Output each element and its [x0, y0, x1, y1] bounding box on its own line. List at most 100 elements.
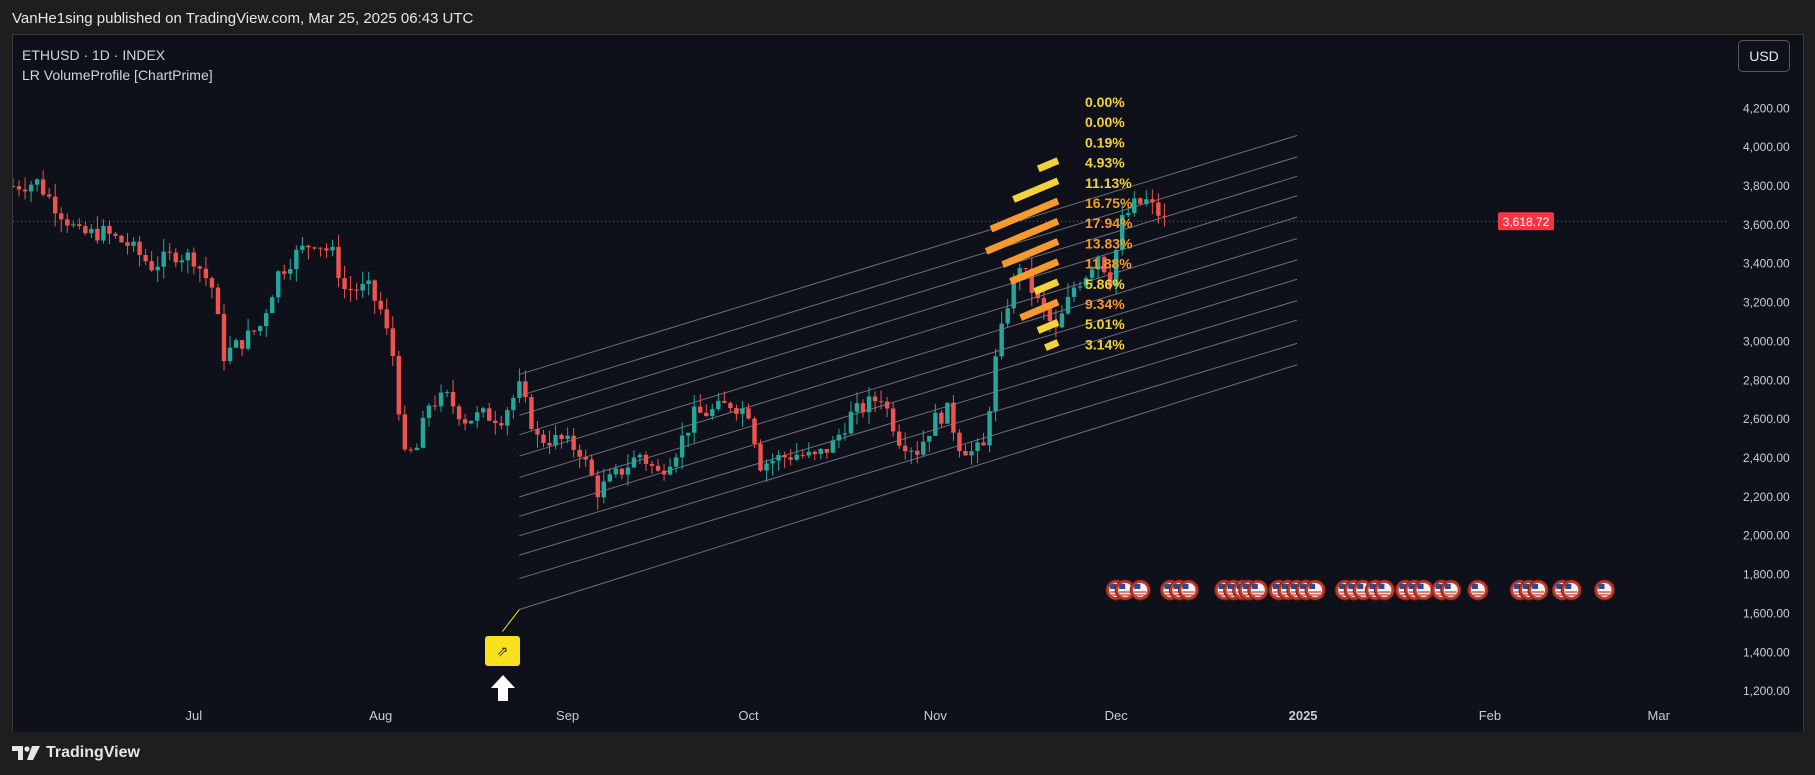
candle-up: [1065, 296, 1071, 314]
candle-up: [625, 467, 631, 475]
candle-down: [734, 408, 739, 414]
regression-channel-line: [519, 175, 1298, 416]
x-tick-label: 2025: [1289, 708, 1318, 723]
flag-canton: [1134, 584, 1141, 589]
us-flag-icon: [1304, 579, 1326, 601]
candle-down: [963, 451, 968, 456]
y-tick-label: 2,200.00: [1743, 490, 1790, 504]
flag-canton: [1173, 584, 1180, 589]
y-tick-label: 1,600.00: [1743, 606, 1790, 620]
flag-canton: [1378, 584, 1385, 589]
flag-canton: [1227, 584, 1234, 589]
publisher-line: VanHe1sing published on TradingView.com,…: [12, 10, 474, 27]
regression-channel-line: [519, 237, 1298, 478]
candle-down: [577, 449, 582, 457]
candle-up: [848, 411, 854, 434]
volume-profile-bar: [1044, 339, 1060, 351]
regression-channel-line: [519, 278, 1298, 517]
candle-up: [842, 433, 848, 435]
candle-down: [661, 470, 667, 475]
candle-down: [746, 408, 751, 419]
candle-down: [191, 252, 197, 267]
regression-channel-line: [519, 216, 1298, 457]
candle-down: [372, 280, 377, 301]
candle-up: [270, 297, 275, 314]
candle-down: [939, 412, 944, 424]
up-arrow-icon: [491, 675, 515, 706]
candle-up: [330, 246, 335, 251]
anchor-handle[interactable]: ⇗: [485, 636, 520, 666]
candle-up: [245, 330, 251, 349]
y-tick-label: 2,400.00: [1743, 451, 1790, 465]
candle-up: [830, 440, 836, 453]
candle-down: [348, 289, 353, 291]
candle-up: [1005, 308, 1010, 324]
candle-up: [601, 481, 606, 498]
candle-down: [535, 428, 540, 435]
candle-down: [589, 459, 594, 476]
candle-up: [1011, 277, 1016, 309]
candle-down: [336, 246, 341, 279]
candle-down: [390, 328, 395, 357]
chart-canvas[interactable]: 1,200.00 1,400.00 1,600.00 1,800.00 2,000.00…: [13, 35, 1803, 732]
candle-down: [957, 432, 962, 452]
candle-up: [933, 412, 938, 436]
candle-up: [607, 474, 613, 482]
candle-down: [456, 406, 462, 420]
candle-down: [860, 403, 866, 413]
x-tick-label: Feb: [1479, 708, 1501, 723]
candle-up: [794, 454, 799, 460]
candle-down: [1041, 298, 1047, 309]
candle-up: [553, 434, 558, 446]
volume-profile-label: 11.13%: [1085, 175, 1132, 191]
candle-up: [631, 457, 637, 468]
candle-down: [698, 406, 703, 413]
x-tick-label: Aug: [369, 708, 392, 723]
candle-down: [137, 241, 142, 256]
candle-up: [71, 224, 76, 226]
indicator-line[interactable]: LR VolumeProfile [ChartPrime]: [22, 67, 213, 83]
candle-down: [523, 381, 528, 398]
diagonal-arrow-icon: ⇗: [496, 643, 509, 659]
candle-down: [1138, 198, 1143, 204]
candle-down: [541, 434, 546, 443]
candle-down: [143, 255, 148, 262]
candle-up: [474, 412, 480, 421]
flag-canton: [1532, 584, 1539, 589]
regression-channel-line: [519, 259, 1298, 498]
flag-canton: [1598, 584, 1605, 589]
candle-down: [282, 271, 287, 274]
candle-down: [951, 402, 956, 433]
us-flag-icon: [1413, 579, 1435, 601]
flag-canton: [1119, 584, 1126, 589]
symbol-line[interactable]: ETHUSD · 1D · INDEX: [22, 47, 166, 63]
tradingview-icon: [12, 746, 40, 760]
currency-button[interactable]: USD: [1738, 40, 1790, 72]
tradingview-logo[interactable]: TradingView: [12, 744, 140, 762]
candle-down: [1150, 199, 1155, 203]
y-tick-label: 1,200.00: [1743, 684, 1790, 698]
candle-up: [366, 280, 371, 284]
flag-canton: [1399, 584, 1406, 589]
y-tick-label: 3,000.00: [1743, 334, 1790, 348]
candle-down: [65, 219, 70, 226]
candle-down: [499, 423, 504, 426]
candle-down: [981, 442, 986, 446]
us-flag-icon: [1593, 579, 1615, 601]
chart-panel[interactable]: 1,200.00 1,400.00 1,600.00 1,800.00 2,000.00…: [12, 34, 1804, 733]
flag-canton: [1309, 584, 1316, 589]
candle-up: [1083, 277, 1089, 287]
volume-profile-label: 9.34%: [1085, 296, 1125, 312]
candle-down: [125, 242, 130, 246]
candle-down: [547, 442, 552, 446]
candle-up: [673, 457, 679, 467]
y-tick-label: 4,000.00: [1743, 140, 1790, 154]
volume-profile-label: 11.88%: [1085, 256, 1132, 272]
volume-profile-label: 16.75%: [1085, 195, 1133, 211]
candle-down: [83, 226, 88, 234]
candle-down: [402, 414, 408, 450]
candle-down: [396, 356, 402, 415]
candle-down: [728, 403, 733, 409]
volume-profile-label: 5.01%: [1085, 316, 1125, 332]
candle-up: [185, 252, 191, 261]
